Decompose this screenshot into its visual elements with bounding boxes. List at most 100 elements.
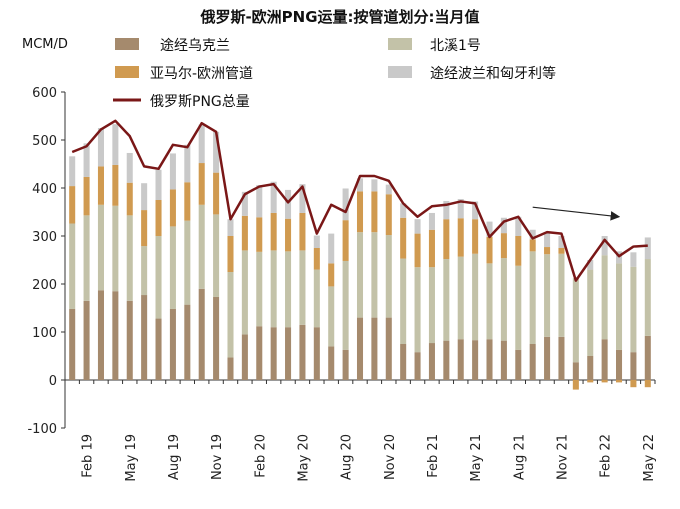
bar-ukraine <box>112 291 119 380</box>
legend-label-ukraine: 途经乌克兰 <box>160 37 230 54</box>
bar-nordstream <box>112 205 119 292</box>
x-tick-label: Feb 19 <box>81 434 96 478</box>
bar-yamal <box>400 217 407 259</box>
bar-nordstream <box>184 220 191 305</box>
bar-nordstream <box>443 259 450 341</box>
bar-poland-hungary <box>169 153 176 190</box>
y-tick-label: 0 <box>49 374 57 389</box>
bar-poland-hungary <box>213 131 220 173</box>
legend-swatch-poland-hungary <box>388 66 412 78</box>
bar-yamal <box>241 215 248 251</box>
y-tick-label: -100 <box>27 422 57 437</box>
bar-poland-hungary <box>457 199 464 219</box>
bar-ukraine <box>414 352 421 380</box>
bar-poland-hungary <box>601 236 608 256</box>
legend-label-poland-hungary: 途经波兰和匈牙利等 <box>430 65 556 82</box>
bar-poland-hungary <box>472 201 479 220</box>
bar-poland-hungary <box>414 219 421 234</box>
bar-yamal <box>270 212 277 251</box>
bar-ukraine <box>169 308 176 380</box>
bar-yamal <box>544 247 551 255</box>
bar-yamal <box>443 219 450 260</box>
legend-swatch-ukraine <box>115 38 139 50</box>
bar-yamal <box>213 172 220 215</box>
bar-poland-hungary <box>385 184 392 195</box>
bar-nordstream <box>270 250 277 328</box>
bar-nordstream <box>342 260 349 350</box>
bar-poland-hungary <box>299 184 306 213</box>
bar-yamal <box>184 182 191 221</box>
bar-poland-hungary <box>428 212 435 230</box>
bar-ukraine <box>342 349 349 380</box>
bar-nordstream <box>400 258 407 344</box>
bar-nordstream <box>486 263 493 340</box>
bar-yamal <box>356 191 364 233</box>
bar-yamal <box>457 218 464 257</box>
bar-yamal <box>169 189 176 227</box>
bar-ukraine <box>241 334 248 380</box>
y-tick-label: 500 <box>32 134 57 149</box>
bar-ukraine <box>198 288 205 380</box>
bar-yamal <box>414 233 421 268</box>
bar-ukraine <box>356 317 364 380</box>
x-tick-label: May 19 <box>124 434 139 482</box>
bar-ukraine <box>184 304 191 380</box>
bar-poland-hungary <box>587 260 594 270</box>
bar-poland-hungary <box>356 178 364 192</box>
bar-poland-hungary <box>443 200 450 220</box>
bar-poland-hungary <box>256 185 263 218</box>
bar-yamal <box>83 176 90 216</box>
bar-nordstream <box>572 278 579 363</box>
x-tick-label: Nov 19 <box>210 434 225 480</box>
y-tick-label: 100 <box>32 326 57 341</box>
bar-yamal <box>472 219 479 254</box>
bar-poland-hungary <box>97 128 104 167</box>
bar-poland-hungary <box>529 229 536 240</box>
bar-nordstream <box>644 259 651 336</box>
bar-nordstream <box>227 272 234 358</box>
bar-ukraine <box>155 318 162 380</box>
bar-yamal <box>486 236 493 264</box>
bar-nordstream <box>500 258 507 341</box>
bar-poland-hungary <box>184 144 191 183</box>
bar-ukraine <box>213 296 220 380</box>
bar-poland-hungary <box>69 156 76 187</box>
bar-ukraine <box>515 349 522 380</box>
bar-nordstream <box>558 253 565 337</box>
bar-yamal <box>572 380 579 390</box>
x-tick-label: May 20 <box>296 434 311 482</box>
chart-title: 俄罗斯-欧洲PNG运量:按管道划分:当月值 <box>199 8 479 26</box>
bar-poland-hungary <box>400 203 407 218</box>
bar-ukraine <box>587 356 594 380</box>
bar-poland-hungary <box>515 216 522 236</box>
legend-label-nordstream: 北溪1号 <box>430 38 481 54</box>
bar-poland-hungary <box>644 237 651 260</box>
bar-yamal <box>313 248 320 270</box>
bars <box>69 124 651 390</box>
bar-ukraine <box>227 357 234 380</box>
bar-yamal <box>97 166 104 205</box>
x-tick-labels: Feb 19 May 19 Aug 19 Nov 19 Feb 20 May 20 Aug … <box>81 434 657 482</box>
bar-nordstream <box>371 232 378 318</box>
bar-yamal <box>69 186 76 224</box>
x-tick-label: Nov 21 <box>555 434 570 480</box>
bar-ukraine <box>544 336 551 380</box>
bar-poland-hungary <box>227 219 234 236</box>
x-tick-label: Feb 22 <box>599 434 614 478</box>
bar-ukraine <box>472 340 479 380</box>
bar-nordstream <box>601 255 608 340</box>
y-tick-label: 300 <box>32 230 57 245</box>
bar-nordstream <box>169 226 176 309</box>
bar-poland-hungary <box>155 169 162 200</box>
bar-yamal <box>328 263 335 287</box>
trend-arrow <box>532 206 621 221</box>
bar-ukraine <box>400 344 407 380</box>
bar-poland-hungary <box>198 124 205 164</box>
legend-label-total: 俄罗斯PNG总量 <box>150 94 250 110</box>
bar-nordstream <box>630 266 637 353</box>
bar-nordstream <box>616 263 623 350</box>
bar-yamal <box>126 182 133 216</box>
bar-nordstream <box>385 235 392 318</box>
axes: -100 0 100 200 300 400 500 600 <box>27 86 656 437</box>
